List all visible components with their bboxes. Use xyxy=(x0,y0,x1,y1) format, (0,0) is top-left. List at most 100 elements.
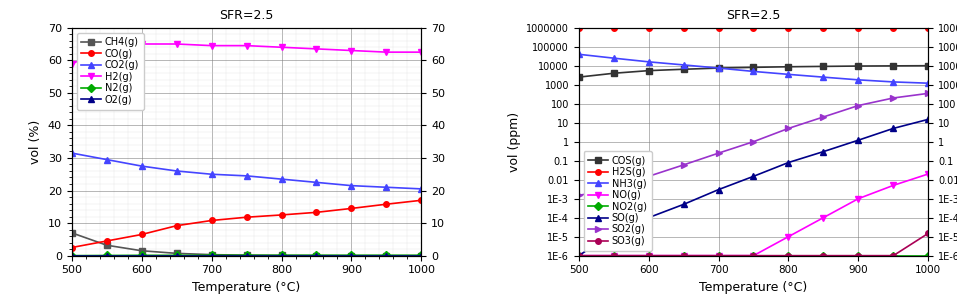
H2S(g) xyxy=(678,26,689,30)
COS(g) xyxy=(643,69,655,72)
O2(g) xyxy=(381,254,392,257)
H2S(g) xyxy=(853,26,864,30)
SO3(g) xyxy=(887,254,899,257)
COS(g) xyxy=(747,66,759,69)
SO(g) xyxy=(713,188,724,192)
Line: NO2(g): NO2(g) xyxy=(576,253,931,258)
SO3(g) xyxy=(923,231,934,235)
NH3(g) xyxy=(713,66,724,70)
SO(g) xyxy=(853,138,864,142)
CO2(g) xyxy=(206,172,217,176)
NO(g) xyxy=(817,216,829,220)
SO2(g) xyxy=(643,174,655,178)
N2(g) xyxy=(381,253,392,257)
CO2(g) xyxy=(381,185,392,189)
H2S(g) xyxy=(923,26,934,30)
NH3(g) xyxy=(817,75,829,79)
Legend: CH4(g), CO(g), CO2(g), H2(g), N2(g), O2(g): CH4(g), CO(g), CO2(g), H2(g), N2(g), O2(… xyxy=(77,33,145,110)
SO2(g) xyxy=(747,140,759,144)
COS(g) xyxy=(573,75,585,79)
SO(g) xyxy=(817,150,829,153)
SO(g) xyxy=(887,127,899,130)
O2(g) xyxy=(101,254,113,257)
CH4(g) xyxy=(345,254,357,257)
H2(g) xyxy=(241,44,253,47)
NO2(g) xyxy=(713,254,724,257)
SO3(g) xyxy=(643,254,655,257)
NO(g) xyxy=(573,254,585,257)
NO2(g) xyxy=(783,254,794,257)
H2S(g) xyxy=(643,26,655,30)
Line: NH3(g): NH3(g) xyxy=(576,51,931,86)
NO(g) xyxy=(923,172,934,176)
COS(g) xyxy=(608,71,619,75)
CH4(g) xyxy=(66,231,78,235)
Line: NO(g): NO(g) xyxy=(576,171,931,258)
CO(g) xyxy=(345,207,357,210)
N2(g) xyxy=(415,253,427,257)
SO2(g) xyxy=(573,193,585,197)
SO2(g) xyxy=(887,96,899,100)
CH4(g) xyxy=(276,253,287,257)
COS(g) xyxy=(853,64,864,68)
NO2(g) xyxy=(747,254,759,257)
CO2(g) xyxy=(415,187,427,191)
NH3(g) xyxy=(608,56,619,60)
NO2(g) xyxy=(678,254,689,257)
Line: SO2(g): SO2(g) xyxy=(576,91,931,198)
CH4(g) xyxy=(171,252,183,255)
N2(g) xyxy=(136,253,147,257)
Line: O2(g): O2(g) xyxy=(69,253,424,258)
O2(g) xyxy=(171,254,183,257)
CO(g) xyxy=(415,198,427,202)
NO(g) xyxy=(747,254,759,257)
CH4(g) xyxy=(101,243,113,247)
N2(g) xyxy=(101,253,113,257)
NO2(g) xyxy=(573,254,585,257)
Line: SO(g): SO(g) xyxy=(576,116,931,258)
NO(g) xyxy=(713,254,724,257)
H2(g) xyxy=(345,49,357,52)
CO(g) xyxy=(276,213,287,217)
CO(g) xyxy=(171,224,183,228)
CO(g) xyxy=(311,210,323,214)
O2(g) xyxy=(415,254,427,257)
CO2(g) xyxy=(276,177,287,181)
SO2(g) xyxy=(817,115,829,119)
NH3(g) xyxy=(643,60,655,64)
SO2(g) xyxy=(923,91,934,95)
CO2(g) xyxy=(136,164,147,168)
Line: H2(g): H2(g) xyxy=(69,41,424,66)
O2(g) xyxy=(206,254,217,257)
O2(g) xyxy=(345,254,357,257)
SO2(g) xyxy=(608,188,619,192)
NH3(g) xyxy=(923,81,934,85)
SO(g) xyxy=(783,161,794,164)
N2(g) xyxy=(66,254,78,257)
SO2(g) xyxy=(783,127,794,130)
CH4(g) xyxy=(311,254,323,257)
CH4(g) xyxy=(415,254,427,257)
H2(g) xyxy=(311,47,323,51)
N2(g) xyxy=(206,253,217,257)
Legend: COS(g), H2S(g), NH3(g), NO(g), NO2(g), SO(g), SO2(g), SO3(g): COS(g), H2S(g), NH3(g), NO(g), NO2(g), S… xyxy=(584,151,652,251)
SO(g) xyxy=(747,174,759,178)
H2(g) xyxy=(136,42,147,46)
H2(g) xyxy=(381,50,392,54)
H2(g) xyxy=(171,42,183,46)
SO3(g) xyxy=(713,254,724,257)
CO2(g) xyxy=(101,158,113,161)
CO2(g) xyxy=(311,180,323,184)
N2(g) xyxy=(241,253,253,257)
NO(g) xyxy=(853,197,864,201)
SO(g) xyxy=(923,117,934,121)
NO(g) xyxy=(678,254,689,257)
COS(g) xyxy=(887,64,899,68)
NO2(g) xyxy=(923,254,934,257)
Line: N2(g): N2(g) xyxy=(69,253,424,258)
SO(g) xyxy=(608,231,619,235)
N2(g) xyxy=(276,253,287,257)
COS(g) xyxy=(678,67,689,71)
Line: COS(g): COS(g) xyxy=(576,63,931,80)
NO(g) xyxy=(887,184,899,187)
